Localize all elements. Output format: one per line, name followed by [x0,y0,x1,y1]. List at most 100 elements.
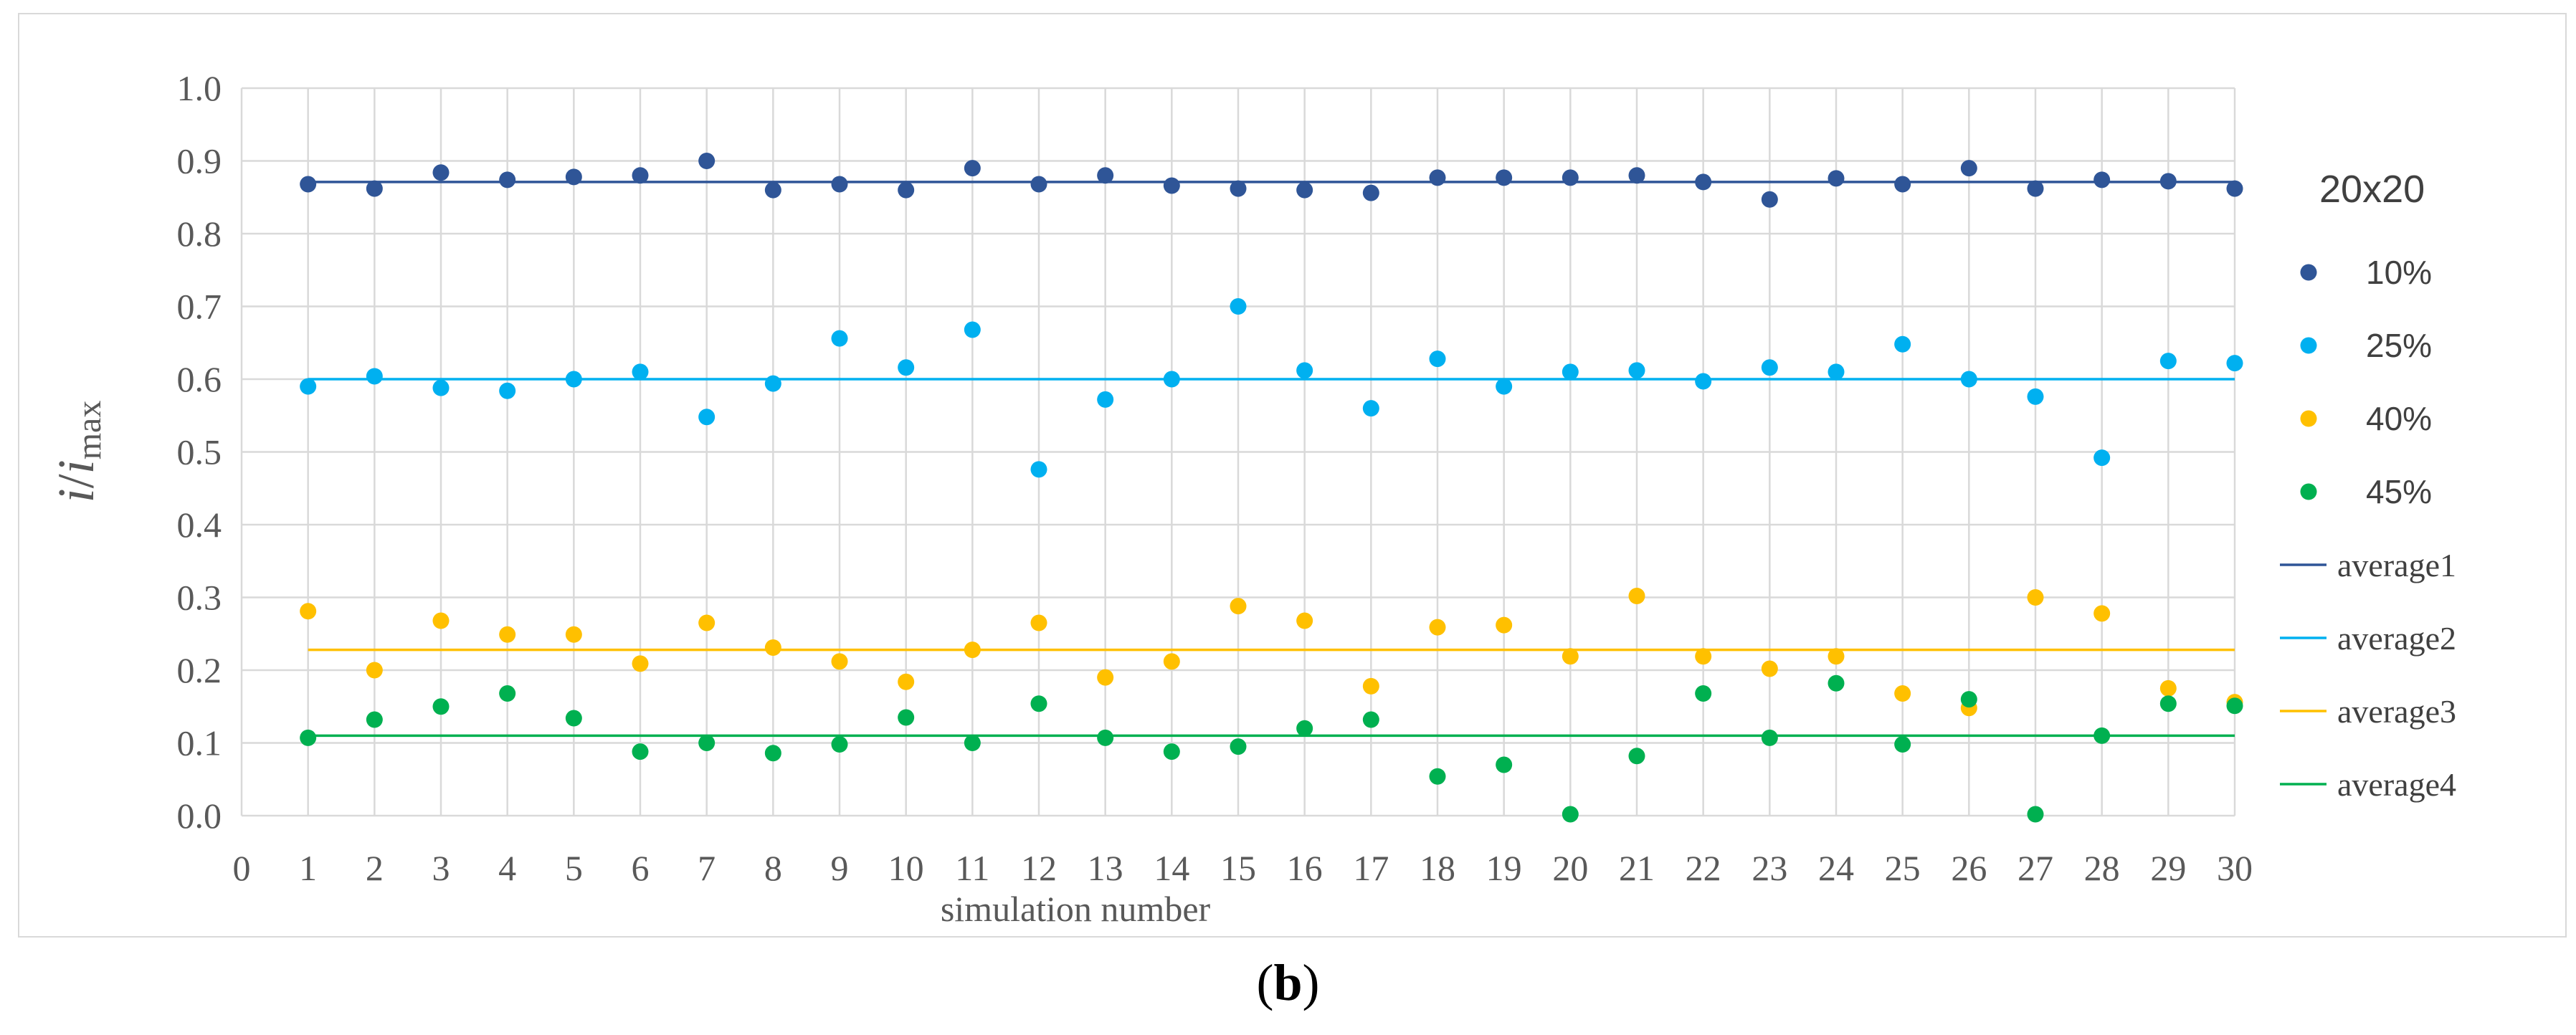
point-40pct [1429,619,1446,636]
legend-marker-25pct [2300,337,2317,354]
point-40pct [499,626,516,643]
legend-title: 20x20 [2319,168,2425,211]
point-45pct [1960,691,1977,708]
point-40pct [1828,648,1845,665]
point-25pct [964,321,981,338]
y-tick-label: 0.0 [177,796,222,836]
x-tick-label: 19 [1486,848,1522,888]
point-25pct [1894,335,1911,353]
point-25pct [565,371,582,388]
point-10pct [964,160,981,177]
point-45pct [366,711,383,728]
point-10pct [300,176,317,193]
point-25pct [1097,391,1114,408]
point-40pct [898,673,915,690]
point-10pct [2159,173,2177,190]
point-45pct [1496,756,1513,773]
point-25pct [2159,353,2177,370]
x-tick-label: 16 [1287,848,1323,888]
point-45pct [1362,711,1379,728]
point-25pct [632,363,649,381]
y-axis-title-i: i [47,488,105,502]
x-tick-label: 0 [233,848,251,888]
point-10pct [1894,176,1911,193]
point-40pct [964,641,981,659]
y-axis-title-imax: i [47,459,105,474]
point-45pct [300,729,317,746]
point-10pct [1960,160,1977,177]
point-25pct [1496,378,1513,395]
point-45pct [1628,748,1645,765]
point-40pct [1761,660,1778,677]
legend-marker-45pct [2300,483,2317,500]
point-10pct [1429,169,1446,186]
point-10pct [1496,169,1513,186]
x-tick-label: 20 [1552,848,1588,888]
x-tick-label: 8 [764,848,782,888]
point-45pct [1030,695,1047,712]
point-25pct [1030,461,1047,478]
legend-label: 10% [2366,254,2432,291]
y-tick-label: 0.5 [177,432,222,472]
point-10pct [2226,180,2243,197]
point-45pct [2226,697,2243,715]
point-25pct [1296,362,1313,379]
point-10pct [2027,180,2044,197]
x-tick-label: 18 [1420,848,1455,888]
x-tick-label: 25 [1885,848,1921,888]
point-25pct [831,330,848,347]
point-45pct [964,735,981,751]
point-45pct [1828,674,1845,692]
x-tick-label: 7 [698,848,716,888]
point-25pct [1429,350,1446,368]
point-25pct [1628,362,1645,379]
point-10pct [432,164,450,181]
point-25pct [1761,359,1778,376]
point-10pct [1562,169,1579,186]
x-tick-label: 22 [1686,848,1721,888]
point-40pct [366,662,383,679]
point-25pct [2027,388,2044,405]
x-tick-label: 4 [498,848,516,888]
point-45pct [898,709,915,726]
point-40pct [1894,685,1911,702]
point-45pct [2159,695,2177,712]
point-45pct [632,743,649,760]
point-45pct [1695,685,1712,702]
point-25pct [1163,371,1180,388]
y-axis-title: i/imax [47,401,108,503]
y-tick-label: 1.0 [177,68,222,108]
point-10pct [499,171,516,189]
y-tick-label: 0.1 [177,723,222,763]
point-25pct [2093,449,2111,467]
point-25pct [764,375,781,392]
point-25pct [1695,373,1712,390]
x-tick-label: 10 [888,848,924,888]
point-10pct [1695,173,1712,191]
point-25pct [366,368,383,385]
legend: 10% 25% 40% 45% average1 average2 average3 aver… [2280,254,2456,803]
point-45pct [499,685,516,702]
point-45pct [698,735,716,751]
point-40pct [1496,616,1513,634]
y-axis-title-subscript: max [70,401,108,460]
point-10pct [1230,180,1247,197]
x-axis-ticks: 0 1 2 3 4 5 6 7 8 9 10 11 12 13 14 15 16 17 18 19 20 21 22 23 24… [233,848,2253,888]
y-tick-label: 0.7 [177,287,222,327]
caption-open-paren: ( [1256,954,1274,1011]
legend-label: average4 [2337,766,2456,803]
point-25pct [1562,363,1579,381]
legend-label: 25% [2366,327,2432,364]
point-45pct [565,710,582,727]
point-25pct [1230,298,1247,315]
point-45pct [2093,727,2111,744]
point-10pct [831,176,848,193]
point-45pct [1097,729,1114,746]
point-45pct [2027,806,2044,823]
x-tick-label: 30 [2217,848,2253,888]
point-10pct [1362,184,1379,201]
point-45pct [831,736,848,753]
point-10pct [366,180,383,197]
y-tick-label: 0.3 [177,578,222,618]
